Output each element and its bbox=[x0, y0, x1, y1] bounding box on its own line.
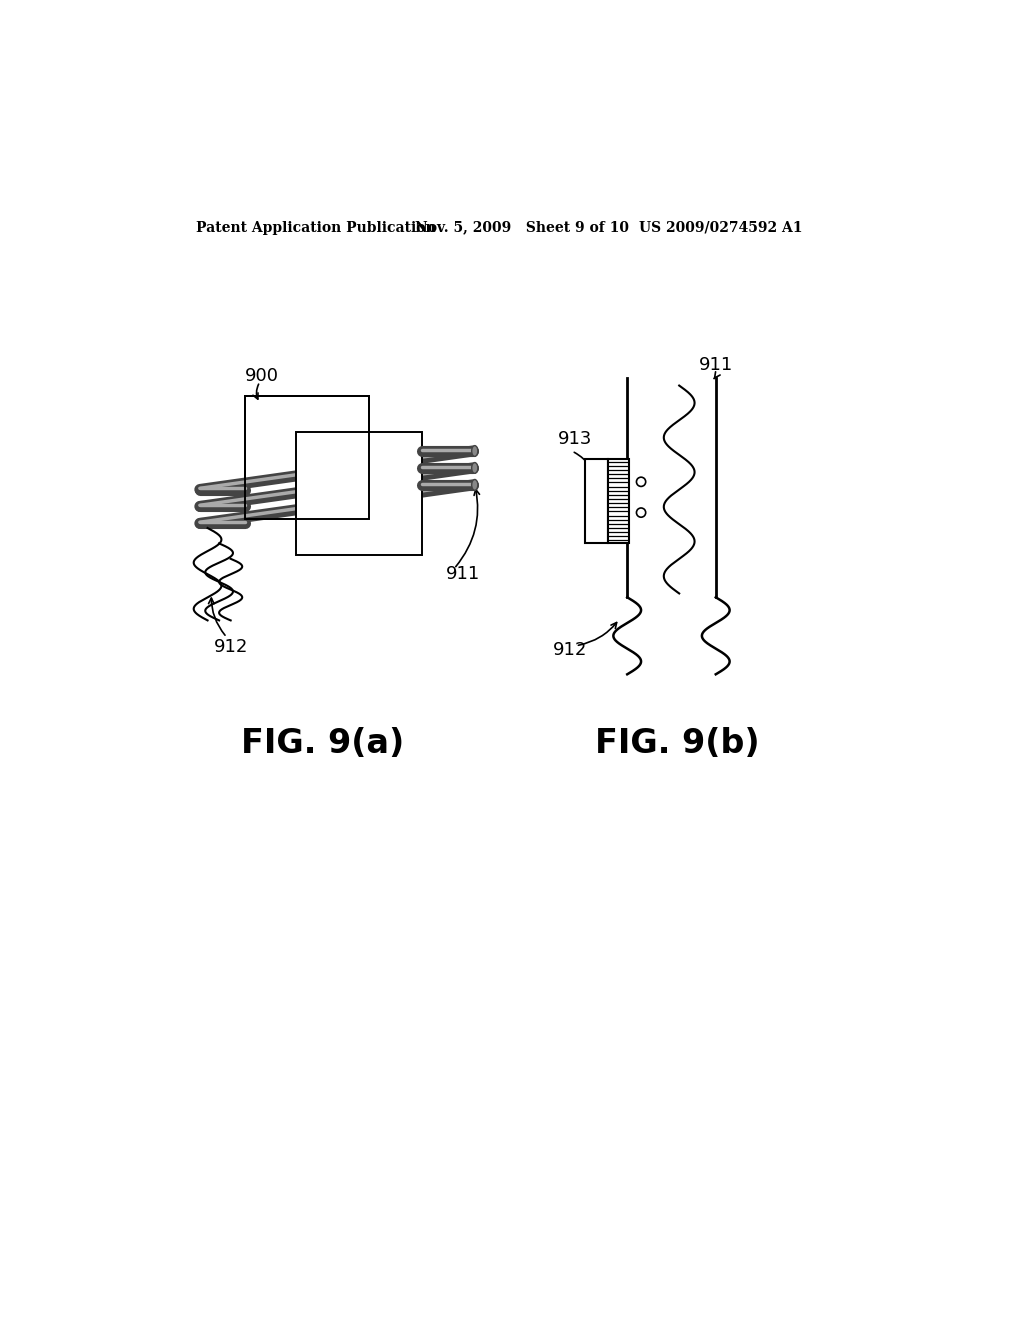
Text: 911: 911 bbox=[446, 565, 480, 583]
Text: 912: 912 bbox=[553, 640, 587, 659]
Text: 911: 911 bbox=[698, 356, 733, 374]
Text: Patent Application Publication: Patent Application Publication bbox=[196, 220, 435, 235]
Text: 913: 913 bbox=[558, 430, 592, 449]
Circle shape bbox=[637, 508, 646, 517]
Text: FIG. 9(a): FIG. 9(a) bbox=[242, 727, 404, 760]
Text: 900: 900 bbox=[245, 367, 279, 384]
Ellipse shape bbox=[472, 479, 478, 490]
Circle shape bbox=[637, 478, 646, 487]
Ellipse shape bbox=[472, 462, 478, 474]
Bar bbox=[585, 459, 608, 544]
Text: Nov. 5, 2009   Sheet 9 of 10: Nov. 5, 2009 Sheet 9 of 10 bbox=[416, 220, 630, 235]
Polygon shape bbox=[245, 396, 370, 519]
Text: FIG. 9(b): FIG. 9(b) bbox=[595, 727, 760, 760]
Text: US 2009/0274592 A1: US 2009/0274592 A1 bbox=[639, 220, 802, 235]
Text: 912: 912 bbox=[214, 639, 248, 656]
Bar bbox=[608, 459, 629, 544]
Polygon shape bbox=[296, 432, 422, 554]
Ellipse shape bbox=[472, 446, 478, 457]
